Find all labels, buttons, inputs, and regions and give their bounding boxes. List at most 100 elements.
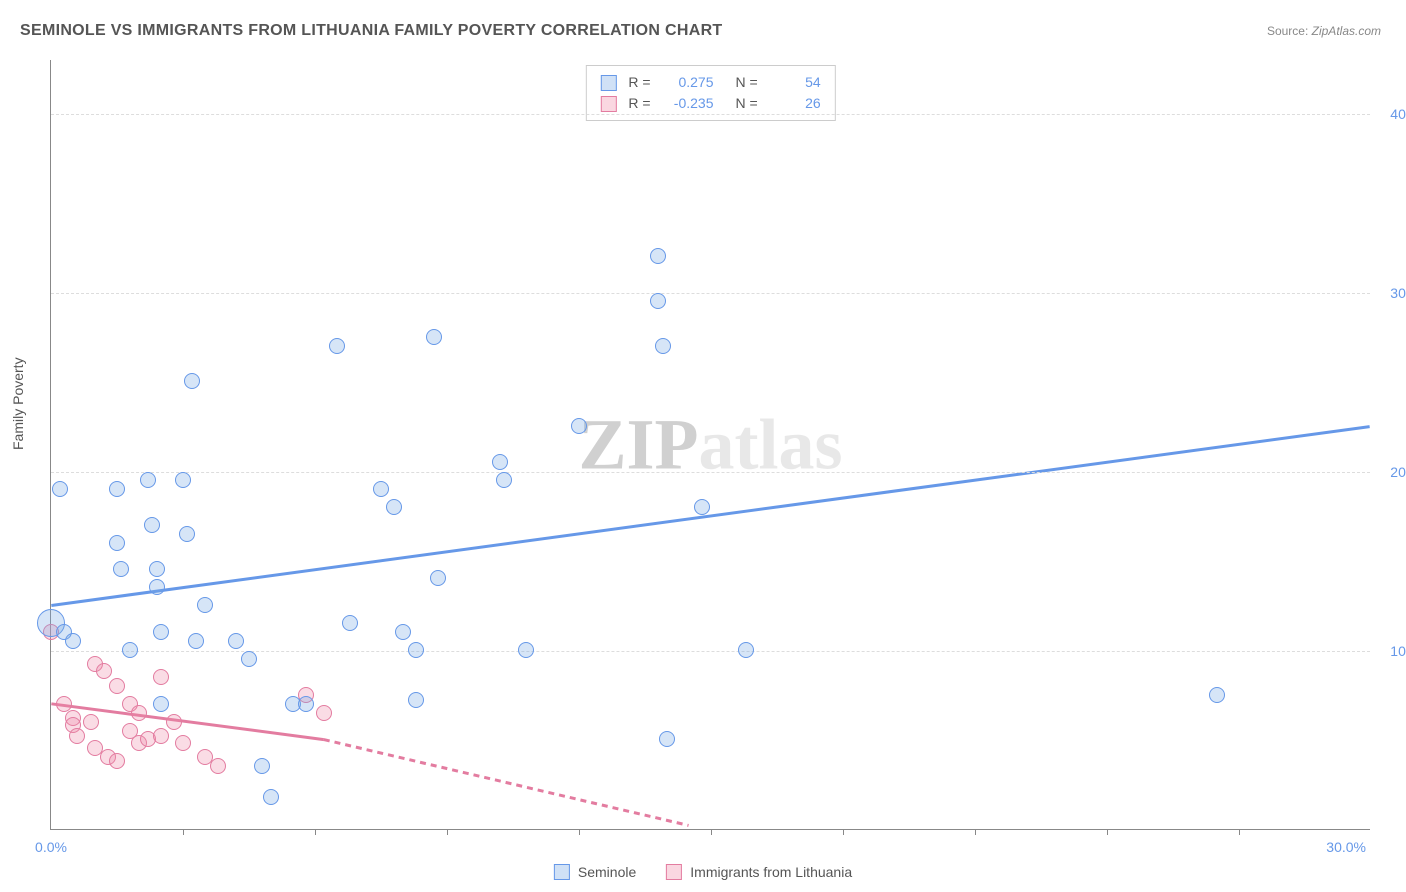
data-point bbox=[52, 481, 68, 497]
legend-label-series2: Immigrants from Lithuania bbox=[690, 864, 852, 880]
n-value-series1: 54 bbox=[766, 72, 821, 93]
chart-title: SEMINOLE VS IMMIGRANTS FROM LITHUANIA FA… bbox=[20, 22, 723, 40]
x-tick-mark bbox=[843, 829, 844, 835]
y-tick-label: 10.0% bbox=[1390, 643, 1406, 659]
x-tick-mark bbox=[1239, 829, 1240, 835]
data-point bbox=[153, 696, 169, 712]
data-point bbox=[149, 561, 165, 577]
data-point bbox=[408, 642, 424, 658]
source-name: ZipAtlas.com bbox=[1312, 24, 1381, 38]
data-point bbox=[175, 472, 191, 488]
data-point bbox=[650, 293, 666, 309]
swatch-pink-icon bbox=[666, 864, 682, 880]
info-row-series2: R = -0.235 N = 26 bbox=[600, 93, 820, 114]
r-value-series2: -0.235 bbox=[659, 93, 714, 114]
data-point bbox=[694, 499, 710, 515]
data-point bbox=[386, 499, 402, 515]
data-point bbox=[298, 696, 314, 712]
x-tick-mark bbox=[183, 829, 184, 835]
data-point bbox=[263, 789, 279, 805]
data-point bbox=[395, 624, 411, 640]
data-point bbox=[83, 714, 99, 730]
data-point bbox=[1209, 687, 1225, 703]
data-point bbox=[131, 705, 147, 721]
r-value-series1: 0.275 bbox=[659, 72, 714, 93]
swatch-pink-icon bbox=[600, 96, 616, 112]
x-tick-mark bbox=[975, 829, 976, 835]
data-point bbox=[153, 728, 169, 744]
data-point bbox=[122, 642, 138, 658]
data-point bbox=[109, 535, 125, 551]
data-point bbox=[184, 373, 200, 389]
n-value-series2: 26 bbox=[766, 93, 821, 114]
data-point bbox=[109, 678, 125, 694]
data-point bbox=[96, 663, 112, 679]
y-axis-label: Family Poverty bbox=[10, 357, 26, 450]
bottom-legend: Seminole Immigrants from Lithuania bbox=[554, 864, 852, 880]
data-point bbox=[655, 338, 671, 354]
data-point bbox=[197, 597, 213, 613]
data-point bbox=[373, 481, 389, 497]
data-point bbox=[650, 248, 666, 264]
source-prefix: Source: bbox=[1267, 24, 1312, 38]
legend-item-series2: Immigrants from Lithuania bbox=[666, 864, 852, 880]
x-tick-label: 30.0% bbox=[1326, 839, 1366, 855]
data-point bbox=[492, 454, 508, 470]
data-point bbox=[153, 669, 169, 685]
gridline bbox=[51, 114, 1370, 115]
data-point bbox=[496, 472, 512, 488]
y-tick-label: 40.0% bbox=[1390, 106, 1406, 122]
x-tick-mark bbox=[711, 829, 712, 835]
data-point bbox=[659, 731, 675, 747]
gridline bbox=[51, 472, 1370, 473]
plot-area: ZIPatlas R = 0.275 N = 54 R = -0.235 N =… bbox=[50, 60, 1370, 830]
info-row-series1: R = 0.275 N = 54 bbox=[600, 72, 820, 93]
n-label: N = bbox=[736, 93, 758, 114]
data-point bbox=[738, 642, 754, 658]
data-point bbox=[316, 705, 332, 721]
x-tick-mark bbox=[447, 829, 448, 835]
n-label: N = bbox=[736, 72, 758, 93]
data-point bbox=[149, 579, 165, 595]
data-point bbox=[408, 692, 424, 708]
r-label: R = bbox=[628, 93, 650, 114]
r-label: R = bbox=[628, 72, 650, 93]
swatch-blue-icon bbox=[600, 75, 616, 91]
x-tick-mark bbox=[315, 829, 316, 835]
data-point bbox=[56, 696, 72, 712]
data-point bbox=[430, 570, 446, 586]
data-point bbox=[228, 633, 244, 649]
data-point bbox=[175, 735, 191, 751]
data-point bbox=[69, 728, 85, 744]
y-tick-label: 30.0% bbox=[1390, 285, 1406, 301]
x-tick-mark bbox=[1107, 829, 1108, 835]
trendlines-svg bbox=[51, 60, 1370, 829]
data-point bbox=[342, 615, 358, 631]
data-point bbox=[153, 624, 169, 640]
source-attribution: Source: ZipAtlas.com bbox=[1267, 24, 1381, 38]
data-point bbox=[109, 753, 125, 769]
data-point bbox=[210, 758, 226, 774]
y-tick-label: 20.0% bbox=[1390, 464, 1406, 480]
data-point bbox=[241, 651, 257, 667]
data-point bbox=[188, 633, 204, 649]
data-point bbox=[571, 418, 587, 434]
data-point bbox=[254, 758, 270, 774]
data-point bbox=[144, 517, 160, 533]
legend-label-series1: Seminole bbox=[578, 864, 636, 880]
data-point bbox=[518, 642, 534, 658]
x-tick-label: 0.0% bbox=[35, 839, 67, 855]
gridline bbox=[51, 293, 1370, 294]
data-point bbox=[109, 481, 125, 497]
data-point bbox=[329, 338, 345, 354]
swatch-blue-icon bbox=[554, 864, 570, 880]
correlation-info-box: R = 0.275 N = 54 R = -0.235 N = 26 bbox=[585, 65, 835, 121]
data-point bbox=[113, 561, 129, 577]
data-point bbox=[426, 329, 442, 345]
data-point bbox=[140, 472, 156, 488]
watermark: ZIPatlas bbox=[578, 403, 842, 486]
data-point bbox=[65, 633, 81, 649]
data-point bbox=[166, 714, 182, 730]
x-tick-mark bbox=[579, 829, 580, 835]
data-point bbox=[179, 526, 195, 542]
